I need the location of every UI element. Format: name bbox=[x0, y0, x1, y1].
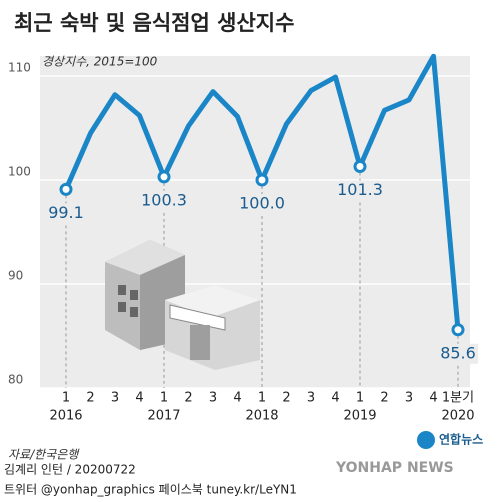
x-tick-label: 4 bbox=[233, 391, 241, 406]
year-label: 2017 bbox=[147, 409, 180, 424]
x-tick-label: 1 bbox=[62, 391, 70, 406]
building-illustration bbox=[105, 240, 260, 370]
source: 자료/한국은행 bbox=[8, 448, 80, 462]
y-tick-label: 110 bbox=[8, 61, 31, 75]
x-tick-label: 2 bbox=[282, 391, 290, 406]
point bbox=[353, 159, 367, 173]
x-tick-label: 1 bbox=[258, 391, 266, 406]
x-tick-label: 1 bbox=[356, 391, 364, 406]
year-label: 2019 bbox=[343, 409, 376, 424]
logo-en: YONHAP NEWS bbox=[335, 460, 454, 476]
chart-title: 최근 숙박 및 음식점업 생산지수 bbox=[14, 11, 294, 35]
value-label: 100.0 bbox=[239, 194, 285, 213]
value-label: 99.1 bbox=[48, 203, 84, 222]
x-tick-label: 1 bbox=[160, 391, 168, 406]
logo: 연합뉴스 bbox=[439, 432, 483, 447]
x-tick-label: 3 bbox=[405, 391, 413, 406]
x-tick-label: 1분기 bbox=[442, 391, 474, 406]
point bbox=[451, 323, 465, 337]
social: 트위터 @yonhap_graphics 페이스북 tuney.kr/LeYN1 bbox=[4, 483, 297, 497]
label-bg bbox=[438, 343, 478, 364]
subtitle: 경상지수, 2015=100 bbox=[42, 55, 158, 69]
x-tick-label: 4 bbox=[429, 391, 437, 406]
label-bg bbox=[46, 203, 86, 224]
label-bg bbox=[340, 180, 380, 201]
credit: 김계리 인턴 / 20200722 bbox=[4, 463, 136, 477]
x-tick-label: 4 bbox=[331, 391, 339, 406]
point bbox=[157, 170, 171, 184]
point bbox=[255, 173, 269, 187]
label-bg bbox=[144, 190, 184, 211]
x-tick-label: 2 bbox=[86, 391, 94, 406]
x-tick-label: 3 bbox=[209, 391, 217, 406]
value-label: 101.3 bbox=[337, 180, 383, 199]
x-tick-label: 2 bbox=[184, 391, 192, 406]
year-label: 2018 bbox=[245, 409, 278, 424]
y-tick-label: 80 bbox=[8, 373, 23, 387]
y-tick-label: 90 bbox=[8, 269, 23, 283]
value-label: 100.3 bbox=[141, 190, 187, 209]
y-tick-label: 100 bbox=[8, 165, 31, 179]
x-tick-label: 3 bbox=[307, 391, 315, 406]
value-label: 85.6 bbox=[440, 343, 476, 362]
x-tick-label: 4 bbox=[135, 391, 143, 406]
logo-icon bbox=[417, 431, 435, 449]
point bbox=[59, 182, 73, 196]
x-tick-label: 3 bbox=[111, 391, 119, 406]
x-tick-label: 2 bbox=[380, 391, 388, 406]
year-label: 2016 bbox=[49, 409, 82, 424]
year-label: 2020 bbox=[441, 409, 474, 424]
label-bg bbox=[242, 194, 282, 214]
